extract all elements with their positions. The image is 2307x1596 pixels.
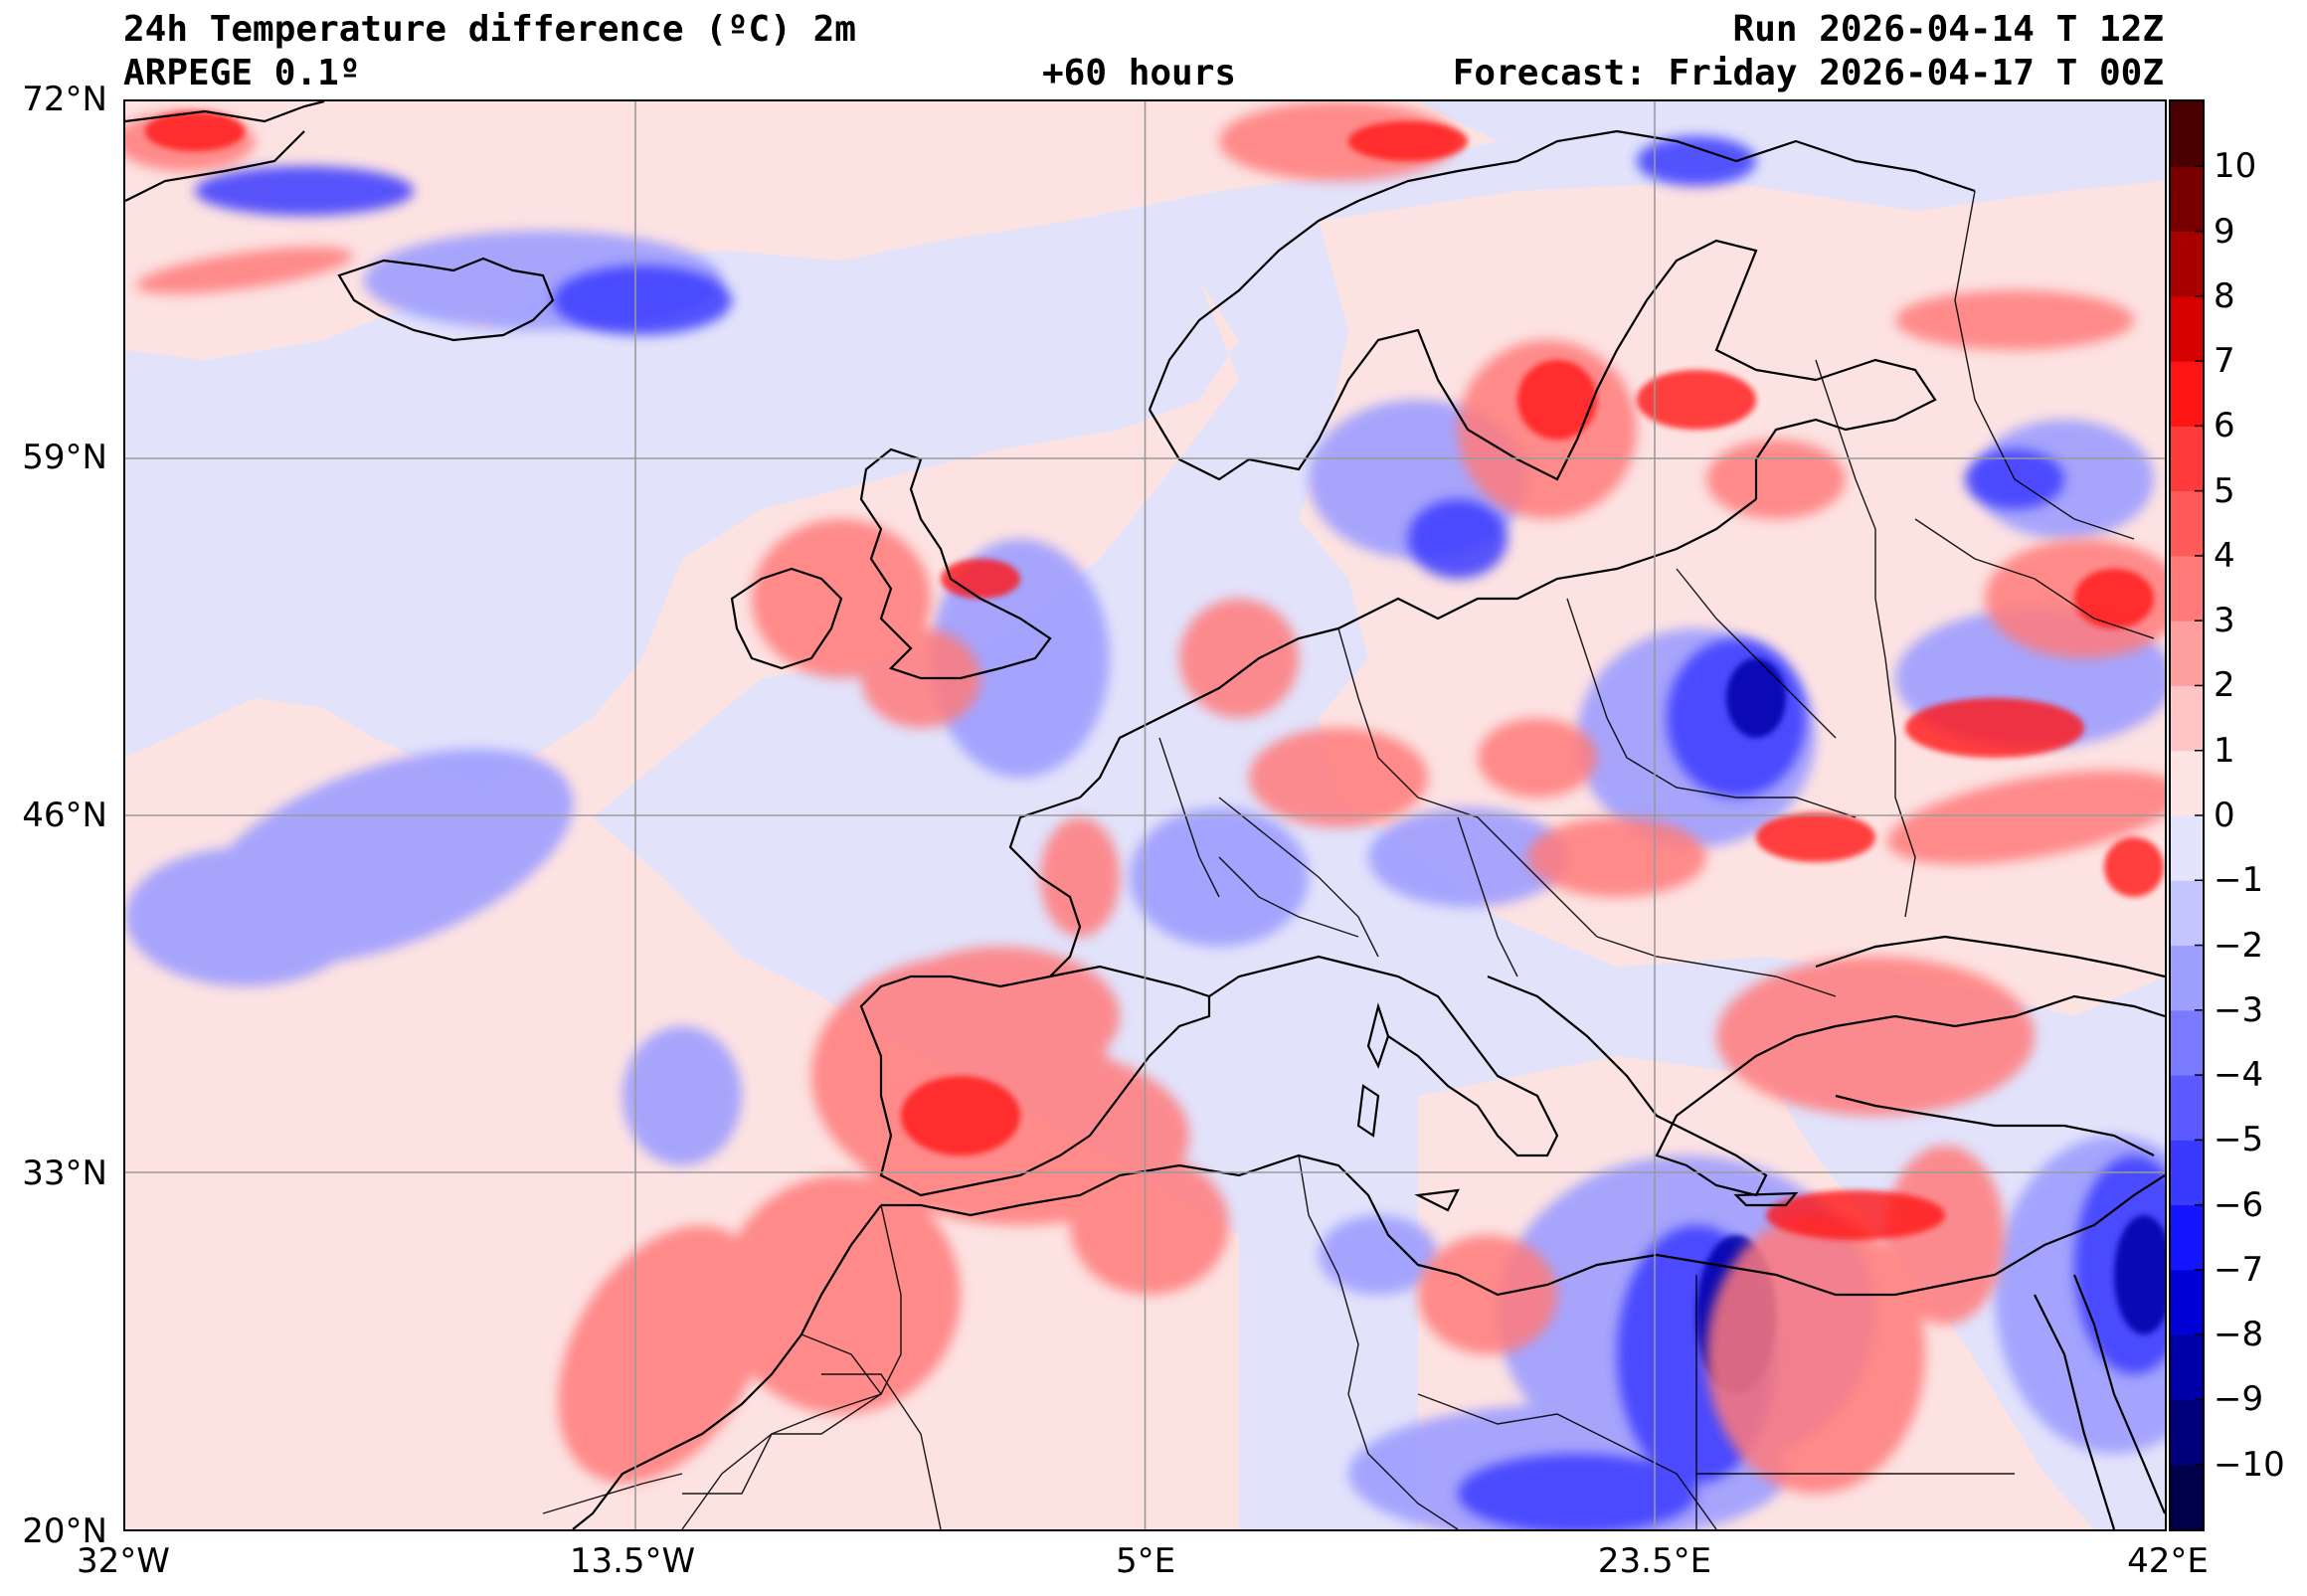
colorbar-gradient <box>2171 101 2203 1530</box>
colorbar-band <box>2171 1009 2203 1076</box>
colorbar-band <box>2171 945 2203 1011</box>
lat-label-46n: 46°N <box>22 796 107 835</box>
colorbar-tick-label: −6 <box>2214 1184 2264 1225</box>
forecast-time: Forecast: Friday 2026-04-17 T 00Z <box>1452 53 2164 93</box>
colorbar <box>2169 99 2205 1531</box>
colorbar-tick-label: 5 <box>2214 470 2235 511</box>
colorbar-band <box>2171 295 2203 362</box>
lead-time: +60 hours <box>1042 53 1237 93</box>
lat-label-72n: 72°N <box>22 80 107 119</box>
colorbar-band <box>2171 1140 2203 1206</box>
colorbar-band <box>2171 490 2203 557</box>
colorbar-band <box>2171 880 2203 947</box>
colorbar-band <box>2171 1075 2203 1141</box>
model-name: ARPEGE 0.1º <box>123 53 361 93</box>
colorbar-band <box>2171 1334 2203 1400</box>
colorbar-band <box>2171 685 2203 752</box>
colorbar-tick-label: 2 <box>2214 665 2235 706</box>
colorbar-tick-label: −4 <box>2214 1055 2264 1096</box>
lon-label-23-5e: 23.5°E <box>1597 1541 1712 1581</box>
colorbar-tick-label: 9 <box>2214 211 2235 252</box>
graticule <box>125 101 2165 1529</box>
colorbar-tick-label: 0 <box>2214 796 2235 835</box>
lon-label-42e: 42°E <box>2127 1541 2209 1581</box>
colorbar-band <box>2171 166 2203 233</box>
colorbar-tick-label: −8 <box>2214 1315 2264 1355</box>
colorbar-tick-label: 3 <box>2214 601 2235 641</box>
colorbar-band <box>2171 1464 2203 1530</box>
colorbar-tick-label: 1 <box>2214 730 2235 771</box>
colorbar-band <box>2171 815 2203 881</box>
colorbar-tick-label: 4 <box>2214 535 2235 576</box>
colorbar-tick-label: −7 <box>2214 1249 2264 1290</box>
lat-label-33n: 33°N <box>22 1153 107 1193</box>
colorbar-tick-label: 6 <box>2214 406 2235 446</box>
colorbar-tick-label: −1 <box>2214 860 2264 901</box>
colorbar-band <box>2171 621 2203 686</box>
colorbar-band <box>2171 555 2203 621</box>
colorbar-tick-label: −5 <box>2214 1120 2264 1160</box>
strong-warm-anomaly-regions <box>145 111 2164 1240</box>
lat-label-59n: 59°N <box>22 438 107 477</box>
colorbar-band <box>2171 1269 2203 1335</box>
colorbar-band <box>2171 750 2203 816</box>
run-time: Run 2026-04-14 T 12Z <box>1732 9 2164 50</box>
temperature-field-map[interactable] <box>125 101 2165 1529</box>
colorbar-tick-label: 7 <box>2214 341 2235 382</box>
colorbar-band <box>2171 361 2203 427</box>
colorbar-band <box>2171 1204 2203 1271</box>
colorbar-tick-label: 8 <box>2214 275 2235 316</box>
lat-label-20n: 20°N <box>22 1511 107 1551</box>
map-panel[interactable] <box>123 99 2167 1531</box>
colorbar-band <box>2171 1399 2203 1466</box>
colorbar-tick-label: −3 <box>2214 989 2264 1030</box>
colorbar-band <box>2171 426 2203 492</box>
colorbar-band <box>2171 101 2203 167</box>
colorbar-band <box>2171 231 2203 297</box>
colorbar-tick-label: −10 <box>2214 1444 2285 1485</box>
lon-label-13-5w: 13.5°W <box>569 1541 696 1581</box>
map-title: 24h Temperature difference (ºC) 2m <box>123 9 856 50</box>
colorbar-tick-label: 10 <box>2214 146 2257 187</box>
lon-label-32w: 32°W <box>77 1541 170 1581</box>
colorbar-tick-label: −9 <box>2214 1379 2264 1420</box>
country-borders <box>542 190 2155 1529</box>
colorbar-tick-label: −2 <box>2214 925 2264 966</box>
coastlines <box>125 101 2165 1529</box>
lon-label-5e: 5°E <box>1115 1541 1176 1581</box>
